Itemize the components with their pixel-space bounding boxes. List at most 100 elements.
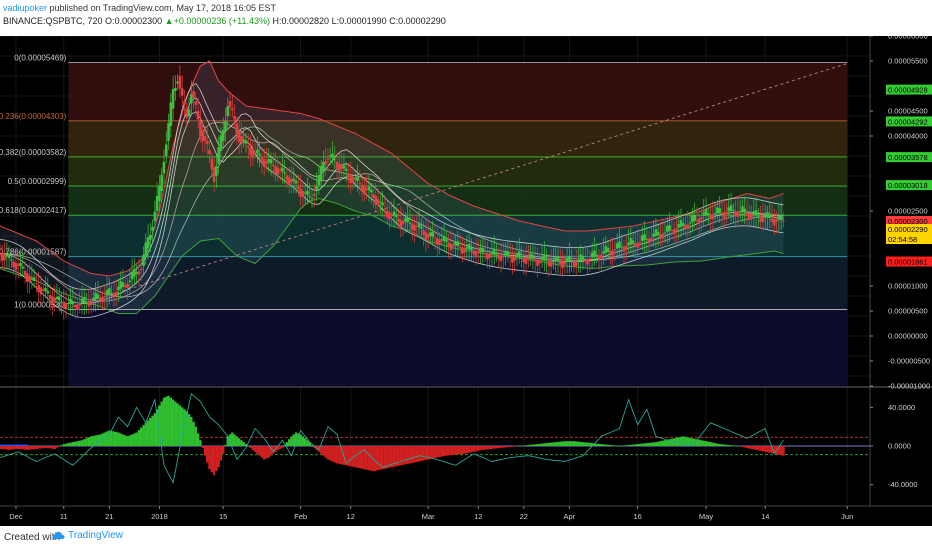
candle-body (114, 292, 118, 295)
candle-body (429, 232, 432, 236)
candle-body (568, 255, 571, 262)
candle-body (203, 136, 207, 141)
candle-body (675, 228, 678, 232)
x-tick-label: Apr (564, 512, 576, 521)
candle-body (654, 229, 658, 236)
candle-body (618, 241, 621, 248)
osc-histogram-bar (231, 432, 234, 446)
osc-histogram-bar (738, 446, 742, 447)
osc-histogram-bar (559, 441, 562, 446)
candle-body (303, 192, 307, 194)
tradingview-brand[interactable]: TradingView (52, 530, 123, 541)
candle-body (237, 131, 241, 142)
osc-histogram-bar (372, 446, 375, 472)
osc-histogram-bar (128, 435, 132, 446)
osc-histogram-bar (538, 443, 541, 446)
price-tag-label: 0.00002290 (888, 225, 928, 234)
y-tick-label: 0.00006000 (888, 36, 928, 41)
osc-histogram-bar (670, 438, 674, 446)
osc-histogram-bar (331, 446, 334, 462)
osc-histogram-bar (745, 446, 749, 448)
candle-body (677, 224, 680, 228)
osc-histogram-bar (675, 437, 678, 446)
osc-histogram-bar (743, 446, 746, 448)
osc-histogram-bar (158, 405, 161, 446)
candle-body (285, 175, 289, 181)
candle-body (554, 256, 558, 262)
candle-body (126, 283, 129, 288)
fib-label: 0(0.00005469) (14, 54, 66, 63)
osc-histogram-bar (242, 442, 245, 446)
candle-body (294, 180, 298, 184)
osc-histogram-bar (322, 446, 325, 456)
osc-histogram-bar (60, 445, 63, 446)
osc-histogram-bar (713, 443, 717, 446)
osc-histogram-bar (647, 442, 651, 446)
candle-body (48, 294, 52, 299)
author-link[interactable]: vadiupoker (3, 3, 48, 13)
osc-histogram-bar (752, 446, 756, 450)
osc-histogram-bar (385, 446, 389, 469)
osc-histogram-bar (481, 446, 485, 450)
candle-body (481, 247, 485, 253)
osc-histogram-bar (679, 436, 683, 446)
candle-body (449, 243, 453, 251)
osc-histogram-bar (502, 446, 505, 448)
candle-body (76, 304, 79, 310)
osc-histogram-bar (338, 446, 341, 464)
osc-histogram-bar (467, 446, 471, 453)
candle-body (137, 271, 141, 275)
osc-histogram-bar (479, 446, 482, 451)
candle-body (622, 246, 626, 252)
candle-body (672, 229, 676, 235)
candle-body (584, 259, 587, 262)
candle-body (23, 271, 27, 276)
y-tick-label: 0.00002500 (888, 207, 928, 216)
osc-histogram-bar (308, 442, 311, 446)
osc-histogram-bar (365, 446, 368, 470)
chart-header: vadiupoker published on TradingView.com,… (0, 0, 932, 36)
osc-histogram-bar (226, 436, 229, 446)
osc-histogram-bar (618, 446, 621, 447)
price-tag-box (886, 256, 932, 267)
candle-body (139, 268, 143, 271)
chart-svg[interactable]: 0(0.00005469) 0.236(0.00004303) 0.382(0.00… (0, 36, 932, 526)
candle-body (14, 262, 18, 270)
candle-body (92, 298, 95, 301)
price-tag-label: 0.00003018 (888, 181, 928, 190)
candle-body (37, 285, 41, 293)
candle-body (408, 222, 412, 224)
osc-histogram-bar (306, 440, 309, 446)
chart-area[interactable]: 0(0.00005469) 0.236(0.00004303) 0.382(0.00… (0, 36, 932, 526)
candle-body (747, 213, 751, 220)
osc-histogram-bar (285, 442, 289, 446)
candle-body (69, 298, 72, 304)
osc-histogram-bar (253, 446, 257, 452)
candle-body (759, 216, 762, 223)
osc-histogram-bar (383, 446, 387, 469)
candle-body (440, 239, 444, 241)
osc-histogram-bar (602, 444, 605, 446)
candle-body (779, 215, 783, 221)
candle-body (57, 296, 61, 301)
candle-body (713, 213, 717, 215)
osc-histogram-bar (522, 445, 526, 447)
candle-body (565, 258, 569, 262)
candle-body (342, 165, 346, 169)
candle-body (404, 218, 407, 222)
osc-histogram-bar (527, 445, 530, 446)
candle-body (135, 271, 138, 274)
candle-body (435, 238, 439, 245)
osc-histogram-bar (162, 397, 166, 446)
candle-body (130, 271, 134, 280)
osc-histogram-bar (290, 436, 293, 446)
osc-histogram-bar (436, 446, 439, 458)
osc-histogram-bar (37, 446, 40, 449)
osc-histogram-bar (67, 443, 70, 446)
candle-body (281, 167, 284, 172)
candle-body (146, 237, 150, 249)
osc-histogram-bar (636, 444, 639, 446)
osc-histogram-bar (518, 446, 521, 447)
candle-body (492, 248, 496, 255)
candle-body (486, 253, 489, 260)
